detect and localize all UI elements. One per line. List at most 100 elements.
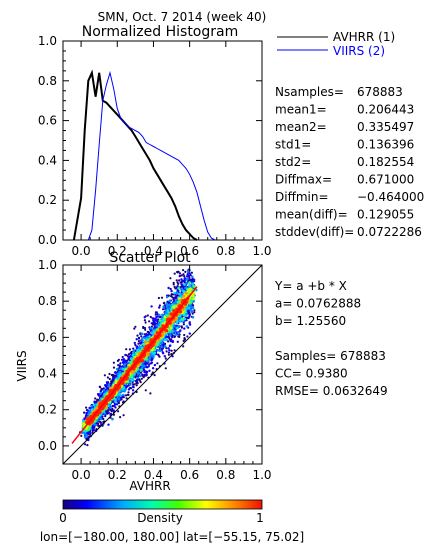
scatter-point	[112, 373, 115, 376]
histogram-y-ticks: 0.00.20.40.60.81.0	[38, 34, 262, 247]
scatter-point	[163, 355, 166, 358]
scatter-point	[174, 333, 177, 337]
histogram-y-tick-label: 0.0	[38, 233, 57, 247]
scatter-point	[188, 272, 191, 275]
scatter-point	[177, 324, 180, 328]
scatter-point	[168, 349, 171, 352]
scatter-point	[131, 378, 134, 382]
stat-value: 0.129055	[357, 208, 414, 222]
scatter-point	[176, 271, 179, 274]
scatter-point	[112, 377, 115, 380]
scatter-point	[144, 389, 147, 392]
scatter-point	[85, 434, 88, 437]
scatter-point	[143, 370, 146, 374]
scatter-point	[149, 326, 153, 330]
scatter-point	[182, 269, 185, 272]
scatter-point	[148, 369, 151, 372]
scatter-point	[193, 311, 196, 314]
scatter-point	[94, 397, 97, 400]
scatter-point	[141, 364, 144, 368]
scatter-point	[140, 335, 143, 338]
scatter-point	[178, 292, 181, 296]
scatter-point	[143, 326, 147, 330]
scatter-point	[157, 296, 160, 300]
scatter-point	[186, 335, 189, 338]
scatter-point	[115, 403, 119, 406]
scatter-point	[107, 411, 110, 414]
scatter-point	[117, 397, 121, 401]
scatter-point	[173, 325, 176, 328]
scatter-point	[136, 348, 140, 352]
scatter-point	[122, 396, 125, 399]
scatter-point	[108, 372, 111, 376]
scatter-point	[112, 409, 116, 412]
scatter-point	[180, 274, 183, 277]
scatter-point	[165, 295, 169, 299]
stat-value: 0.671000	[357, 173, 414, 187]
scatter-point	[163, 301, 166, 304]
histogram-x-tick-label: 0.4	[144, 244, 163, 258]
scatter-point	[98, 420, 102, 423]
scatter-point	[143, 316, 146, 319]
histogram-x-ticks: 0.0 0.2 0.4 0.6 0.8 1.0	[72, 41, 272, 258]
scatter-point	[84, 443, 87, 446]
scatter-point	[187, 306, 191, 310]
scatter-point	[97, 424, 100, 427]
scatter-point	[140, 368, 143, 372]
scatter-point	[124, 353, 127, 357]
scatter-point	[175, 291, 179, 294]
scatter-point	[80, 434, 83, 437]
histogram-y-tick-label: 1.0	[38, 34, 57, 48]
scatter-point	[90, 404, 93, 408]
stat-value: 0.206443	[357, 103, 414, 117]
scatter-point	[173, 329, 176, 333]
scatter-point	[179, 319, 182, 322]
scatter-point	[160, 296, 164, 299]
scatter-point	[135, 378, 139, 382]
scatter-point	[162, 352, 165, 355]
scatter-point	[146, 335, 149, 339]
scatter-point	[190, 271, 193, 274]
scatter-point	[167, 340, 170, 343]
scatter-point	[162, 308, 165, 311]
scatter-point	[137, 337, 141, 340]
scatter-point	[171, 328, 175, 331]
stat-label: mean(diff)=	[275, 208, 348, 222]
scatter-point	[139, 381, 142, 384]
scatter-point	[136, 371, 140, 375]
stat-value: 0.335497	[357, 120, 414, 134]
scatter-point	[191, 316, 195, 319]
scatter-point	[175, 296, 178, 299]
scatter-point	[173, 272, 176, 275]
scatter-point	[182, 339, 185, 343]
scatter-point	[180, 283, 183, 286]
scatter-point	[191, 312, 194, 315]
scatter-point	[138, 374, 142, 378]
scatter-point	[188, 323, 192, 326]
figure-title: SMN, Oct. 7 2014 (week 40)	[98, 10, 267, 24]
scatter-point	[177, 331, 180, 335]
histogram-x-tick-label: 0.0	[72, 244, 91, 258]
scatter-point	[184, 270, 187, 273]
scatter-point	[85, 408, 89, 412]
scatter-point	[139, 371, 142, 374]
scatter-point	[106, 389, 109, 393]
scatter-point	[134, 343, 137, 346]
scatter-point	[180, 278, 183, 281]
scatter-point	[149, 315, 152, 319]
scatter-point	[131, 381, 134, 384]
histogram-x-tick-label: 0.6	[180, 244, 199, 258]
scatter-point	[146, 314, 149, 317]
histogram-series-viirs	[87, 70, 216, 241]
scatter-point	[85, 406, 88, 409]
scatter-point	[182, 323, 185, 326]
scatter-point	[171, 293, 174, 296]
scatter-point	[181, 317, 185, 321]
scatter-point	[91, 425, 95, 428]
scatter-point	[153, 363, 157, 367]
scatter-point	[143, 336, 147, 340]
scatter-point	[171, 331, 175, 335]
scatter-point	[160, 345, 163, 349]
scatter-point	[166, 309, 170, 312]
